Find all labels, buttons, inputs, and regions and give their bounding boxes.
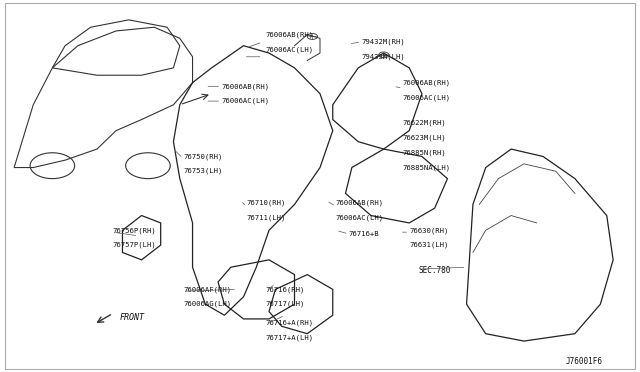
Text: 76006AB(RH): 76006AB(RH) <box>221 83 269 90</box>
Text: 76006AF(RH): 76006AF(RH) <box>183 286 231 293</box>
Text: 76006AB(RH): 76006AB(RH) <box>266 31 314 38</box>
Text: 76711(LH): 76711(LH) <box>246 214 286 221</box>
Text: 76622M(RH): 76622M(RH) <box>403 120 447 126</box>
Text: J76001F6: J76001F6 <box>565 357 602 366</box>
Text: 76630(RH): 76630(RH) <box>409 227 449 234</box>
Text: 79432M(RH): 79432M(RH) <box>362 39 405 45</box>
Text: 76716+A(RH): 76716+A(RH) <box>266 320 314 326</box>
Text: 76006AB(RH): 76006AB(RH) <box>336 199 384 206</box>
Text: 76757P(LH): 76757P(LH) <box>113 242 157 248</box>
Text: 76756P(RH): 76756P(RH) <box>113 227 157 234</box>
Text: 76717+A(LH): 76717+A(LH) <box>266 334 314 341</box>
Text: 76623M(LH): 76623M(LH) <box>403 135 447 141</box>
Text: 76885N(RH): 76885N(RH) <box>403 150 447 156</box>
Text: 79433M(LH): 79433M(LH) <box>362 54 405 60</box>
Text: 76006AC(LH): 76006AC(LH) <box>336 214 384 221</box>
Text: 76710(RH): 76710(RH) <box>246 199 286 206</box>
Text: 76006AG(LH): 76006AG(LH) <box>183 301 231 307</box>
Text: 76716(RH): 76716(RH) <box>266 286 305 293</box>
Text: 76631(LH): 76631(LH) <box>409 242 449 248</box>
Text: 76753(LH): 76753(LH) <box>183 168 222 174</box>
Text: 76750(RH): 76750(RH) <box>183 153 222 160</box>
Text: 76885NA(LH): 76885NA(LH) <box>403 164 451 171</box>
Text: 76716+B: 76716+B <box>349 231 380 237</box>
Text: 76717(LH): 76717(LH) <box>266 301 305 307</box>
Text: 76006AB(RH): 76006AB(RH) <box>403 79 451 86</box>
Text: 76006AC(LH): 76006AC(LH) <box>266 46 314 52</box>
Text: FRONT: FRONT <box>119 312 144 321</box>
Text: 76006AC(LH): 76006AC(LH) <box>403 94 451 101</box>
Text: SEC.780: SEC.780 <box>419 266 451 275</box>
Text: 76006AC(LH): 76006AC(LH) <box>221 98 269 104</box>
